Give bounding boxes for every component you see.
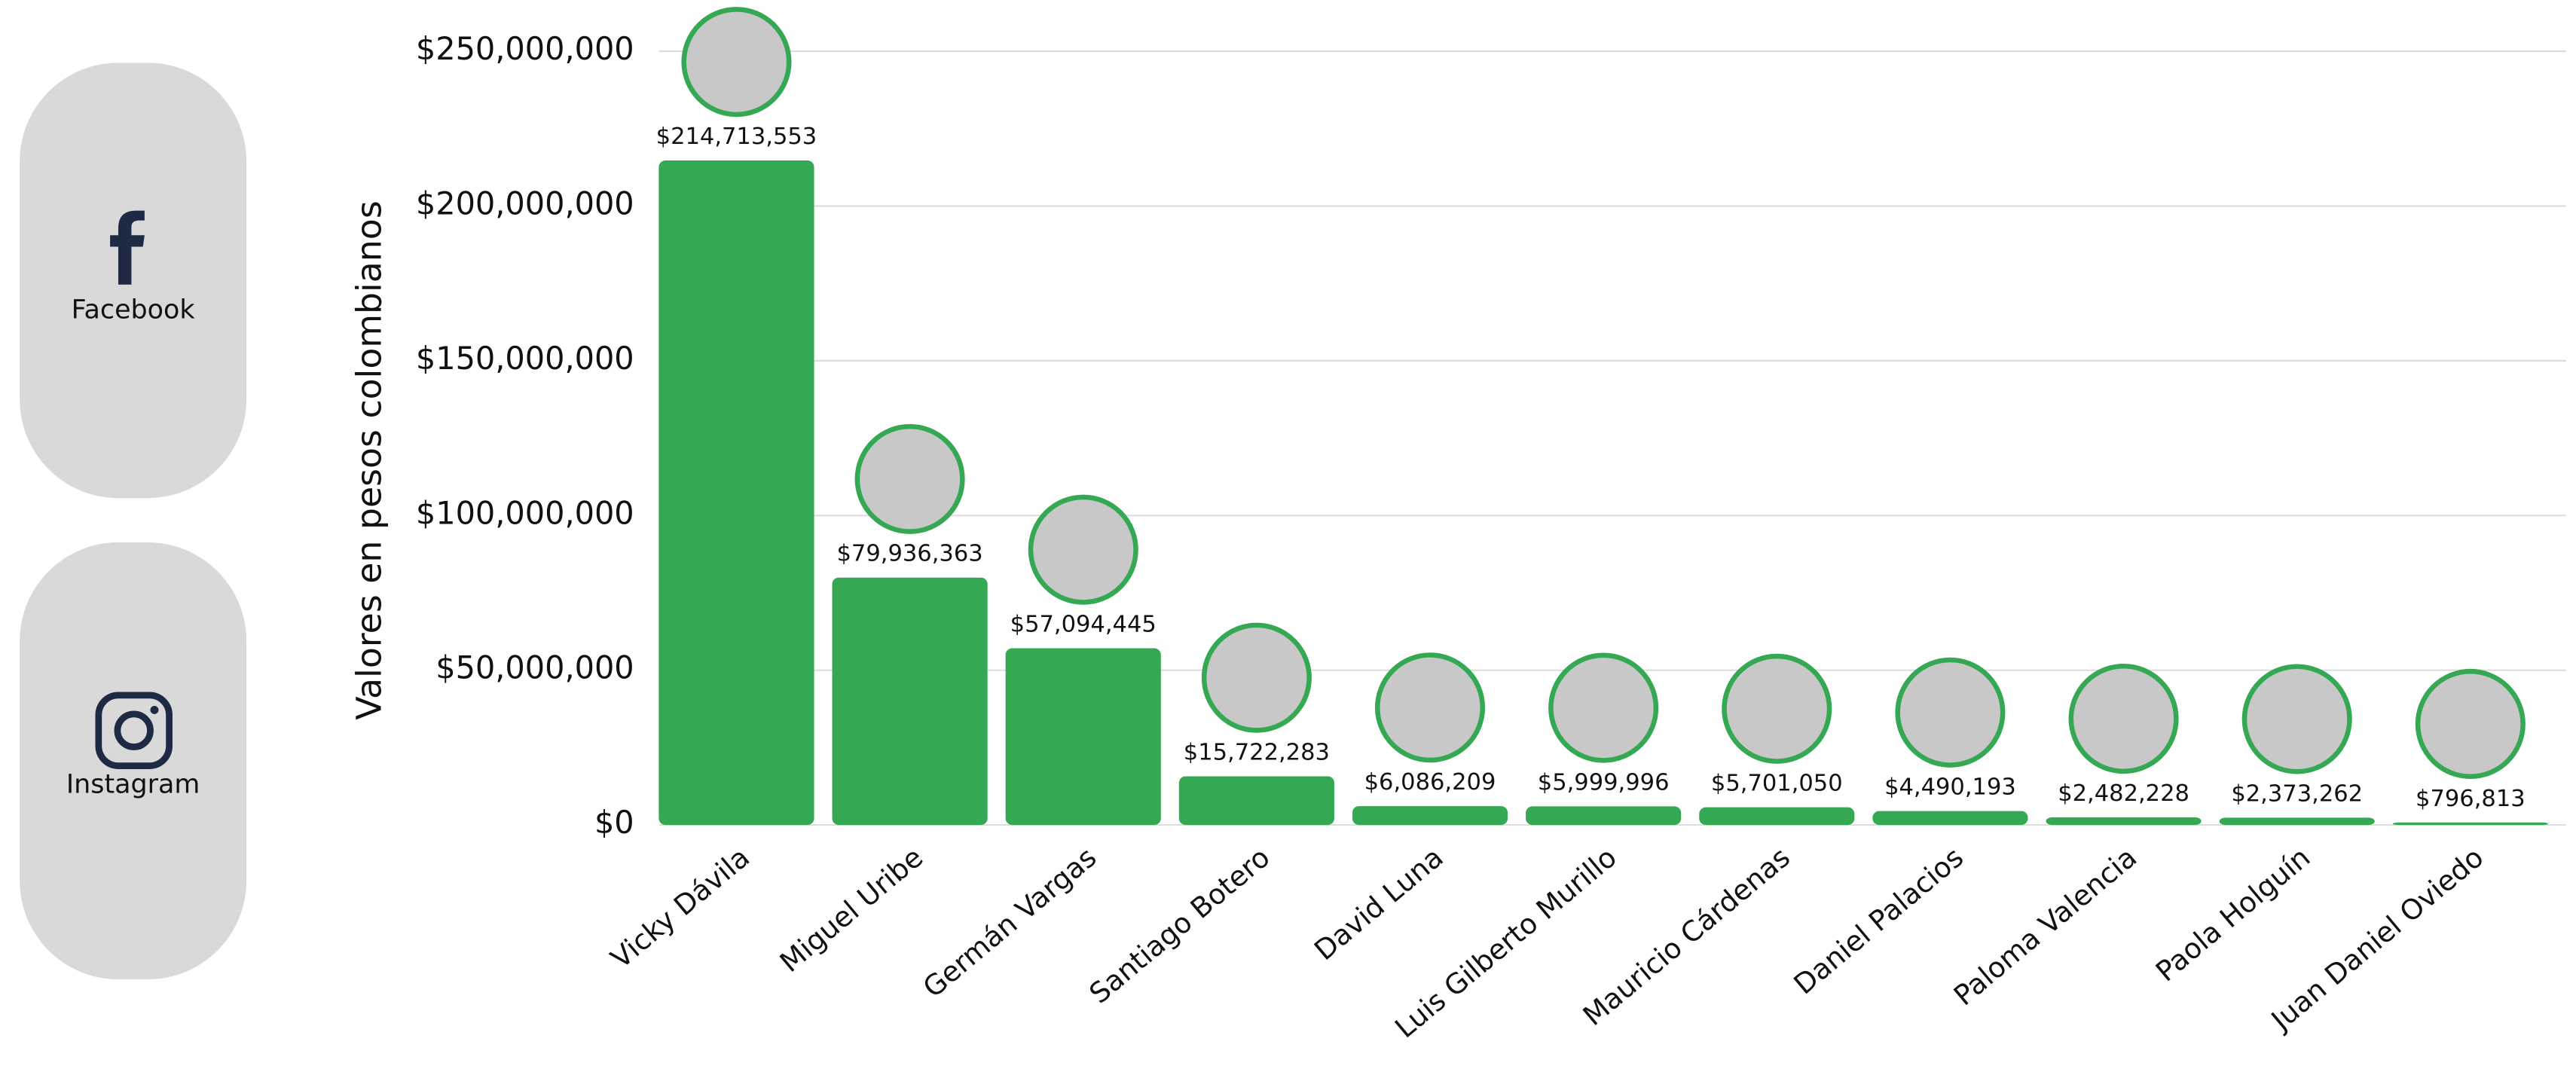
bar <box>2046 817 2202 826</box>
bar <box>832 577 988 826</box>
value-label: $6,086,209 <box>1364 769 1496 796</box>
avatar <box>1201 622 1312 733</box>
instagram-icon-lens <box>114 710 154 750</box>
bar <box>1352 806 1508 826</box>
x-tick-label: David Luna <box>1308 841 1449 967</box>
x-tick-label: Paola Holguín <box>2150 841 2316 988</box>
y-tick-label: $50,000,000 <box>435 650 634 686</box>
value-label: $5,999,996 <box>1538 769 1670 796</box>
button-bg <box>20 542 247 980</box>
avatar <box>1374 652 1486 763</box>
x-tick-label: Germán Vargas <box>917 841 1102 1003</box>
avatar <box>2068 664 2179 774</box>
value-label: $2,482,228 <box>2058 780 2189 807</box>
value-label: $214,713,553 <box>656 124 817 150</box>
instagram-button[interactable]: Instagram <box>20 542 247 980</box>
y-tick-label: $150,000,000 <box>416 341 634 377</box>
value-label: $5,701,050 <box>1711 771 1843 797</box>
y-tick-label: $250,000,000 <box>416 31 634 67</box>
avatar <box>681 7 792 118</box>
value-label: $4,490,193 <box>1884 774 2016 801</box>
x-tick-label: Miguel Uribe <box>774 841 929 979</box>
bar <box>2219 817 2375 826</box>
button-bg <box>20 63 247 499</box>
bar <box>1699 807 1855 826</box>
value-label: $796,813 <box>2416 786 2526 812</box>
button-label: Facebook <box>72 295 196 325</box>
value-label: $15,722,283 <box>1184 739 1330 765</box>
instagram-icon-dot <box>150 705 159 714</box>
x-tick-label: Daniel Palacios <box>1788 841 1969 1000</box>
y-tick-label: $200,000,000 <box>416 185 634 221</box>
bar <box>659 160 814 826</box>
x-tick-label: Santiago Botero <box>1083 841 1276 1009</box>
value-label: $79,936,363 <box>837 541 983 567</box>
bar <box>1526 806 1682 826</box>
avatar <box>854 423 965 534</box>
avatar <box>2415 668 2526 780</box>
avatar <box>1548 652 1659 763</box>
bar <box>1872 811 2028 826</box>
avatar <box>1895 657 2006 768</box>
y-tick-label: $100,000,000 <box>416 495 634 531</box>
y-tick-label: $0 <box>594 805 634 841</box>
value-label: $2,373,262 <box>2231 780 2363 807</box>
bar <box>2392 822 2548 826</box>
instagram-icon <box>95 692 173 769</box>
x-tick-label: Paloma Valencia <box>1948 841 2143 1012</box>
bar <box>1005 648 1161 826</box>
avatar <box>2241 664 2352 774</box>
y-axis-title: Valores en pesos colombianos <box>348 200 389 719</box>
avatar <box>1028 494 1138 605</box>
avatar <box>1722 653 1832 764</box>
button-label: Instagram <box>66 770 200 800</box>
facebook-button[interactable]: Facebook <box>20 63 247 499</box>
x-tick-label: Vicky Dávila <box>605 841 756 975</box>
bar <box>1178 776 1334 826</box>
value-label: $57,094,445 <box>1010 612 1157 638</box>
facebook-icon <box>110 210 145 285</box>
